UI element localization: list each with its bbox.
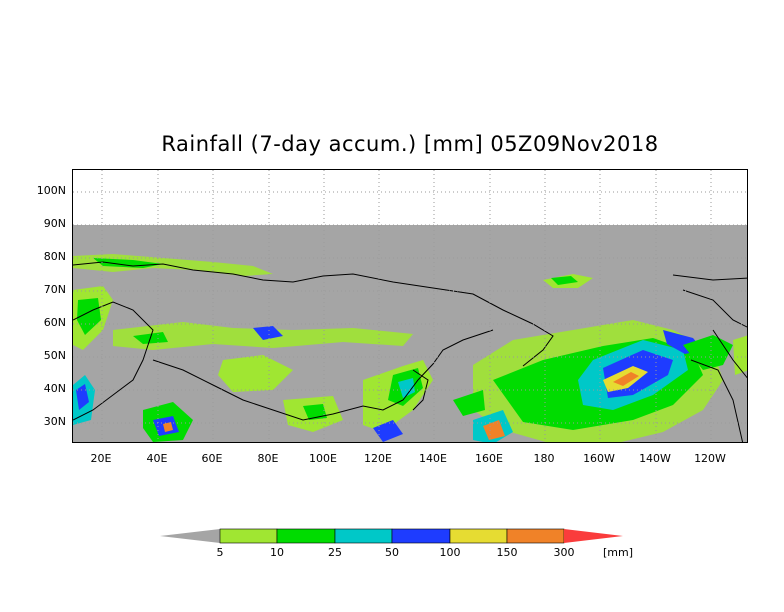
latitude-label: 100N xyxy=(36,184,66,197)
rainfall-map xyxy=(72,169,748,443)
graticule xyxy=(73,170,747,442)
colorbar-bin xyxy=(391,528,451,544)
colorbar-bin xyxy=(506,528,565,544)
colorbar-bin xyxy=(334,528,393,544)
longitude-label: 100E xyxy=(309,452,337,465)
colorbar-bin xyxy=(219,528,278,544)
latitude-label: 90N xyxy=(43,217,66,230)
colorbar xyxy=(160,528,623,544)
colorbar-threshold: 150 xyxy=(496,546,518,559)
longitude-label: 140W xyxy=(639,452,671,465)
latitude-label: 40N xyxy=(43,382,66,395)
colorbar-bin xyxy=(160,529,220,543)
longitude-label: 180 xyxy=(533,452,555,465)
longitude-label: 80E xyxy=(257,452,279,465)
longitude-label: 120W xyxy=(694,452,726,465)
longitude-label: 160W xyxy=(583,452,615,465)
colorbar-threshold: 25 xyxy=(328,546,342,559)
latitude-label: 50N xyxy=(43,349,66,362)
longitude-label: 20E xyxy=(90,452,112,465)
longitude-label: 60E xyxy=(201,452,223,465)
longitude-label: 160E xyxy=(475,452,503,465)
latitude-label: 70N xyxy=(43,283,66,296)
longitude-label: 120E xyxy=(364,452,392,465)
longitude-label: 140E xyxy=(419,452,447,465)
colorbar-threshold: 100 xyxy=(439,546,461,559)
rainfall-map-canvas xyxy=(73,170,747,442)
latitude-label: 80N xyxy=(43,250,66,263)
longitude-label: 40E xyxy=(146,452,168,465)
colorbar-bin xyxy=(276,528,336,544)
colorbar-threshold: 300 xyxy=(553,546,575,559)
colorbar-unit: [mm] xyxy=(603,546,634,559)
map-title: Rainfall (7-day accum.) [mm] 05Z09Nov201… xyxy=(161,132,659,156)
rainfall-patches xyxy=(73,254,747,442)
colorbar-threshold: 10 xyxy=(270,546,284,559)
colorbar-threshold: 5 xyxy=(216,546,224,559)
latitude-label: 30N xyxy=(43,415,66,428)
latitude-label: 60N xyxy=(43,316,66,329)
colorbar-threshold: 50 xyxy=(385,546,399,559)
colorbar-bin xyxy=(564,529,623,543)
coastlines xyxy=(73,261,747,442)
colorbar-bin xyxy=(449,528,508,544)
